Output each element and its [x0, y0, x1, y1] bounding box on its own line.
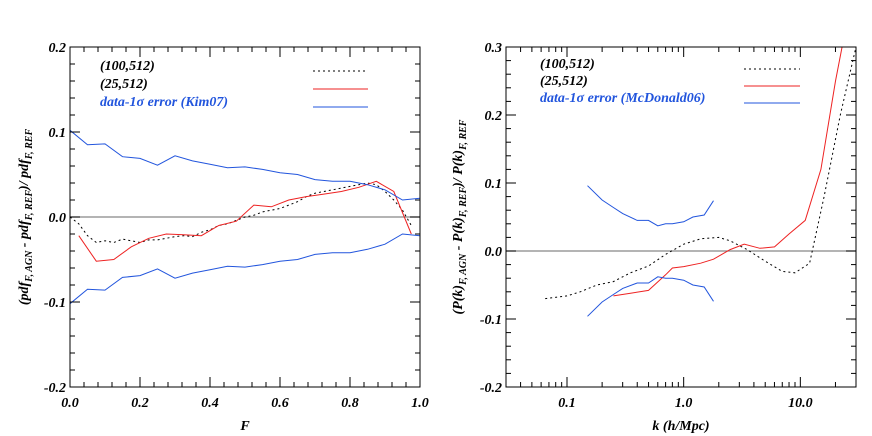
- x-tick-label: 0.4: [201, 396, 219, 411]
- x-tick-label: 0.1: [558, 396, 576, 411]
- series-line: [587, 276, 714, 317]
- legend-label: data-1σ error (McDonald06): [540, 91, 705, 106]
- y-tick-label: -0.1: [480, 313, 502, 328]
- legend-label: (25,512): [100, 77, 148, 92]
- y-tick-label: 0.1: [49, 126, 67, 141]
- right-panel: 0.1 1.0 10.0 -0.2 -0.1 0.0 0.1 0.2 0.3 (100,512)…: [451, 41, 857, 434]
- y-tick-label: 0.1: [485, 177, 503, 192]
- x-tick-label: 0.0: [61, 396, 79, 411]
- series-line: [70, 129, 420, 201]
- series-line: [587, 185, 714, 227]
- x-tick-label: 10.0: [788, 396, 813, 411]
- y-axis-label: (P(k)F, AGN - P(k)F, REF)/ P(k)F, REF: [451, 119, 469, 314]
- y-tick-label: -0.2: [480, 381, 502, 396]
- x-tick-label: 1.0: [411, 396, 429, 411]
- y-tick-label: 0.3: [485, 41, 503, 56]
- series-line: [545, 47, 856, 300]
- y-tick-label: 0.0: [485, 245, 503, 260]
- x-tick-label: 1.0: [675, 396, 693, 411]
- x-tick-label: 0.6: [271, 396, 289, 411]
- x-tick-label: 0.8: [341, 396, 359, 411]
- left-panel: 0.0 0.2 0.4 0.6 0.8 1.0 -0.2 -0.1 0.0 0.1 0.2 (100…: [17, 41, 429, 434]
- series-line: [70, 182, 412, 244]
- legend-label: (25,512): [540, 74, 588, 89]
- x-tick-label: 0.2: [131, 396, 149, 411]
- x-axis-label: k (h/Mpc): [652, 419, 709, 434]
- y-tick-label: 0.2: [485, 109, 503, 124]
- series-line: [78, 180, 412, 262]
- y-tick-label: -0.2: [44, 381, 66, 396]
- x-axis-label: F: [239, 419, 250, 434]
- plot-frame: [505, 46, 857, 388]
- legend-label: data-1σ error (Kim07): [100, 95, 228, 110]
- series-line: [613, 47, 843, 297]
- y-tick-label: -0.1: [44, 296, 66, 311]
- y-axis-label: (pdfF, AGN - pdfF, REF)/ pdfF, REF: [17, 129, 35, 306]
- y-tick-label: 0.0: [49, 211, 67, 226]
- legend-label: (100,512): [540, 57, 595, 72]
- series-line: [70, 233, 420, 305]
- legend-label: (100,512): [100, 59, 155, 74]
- y-tick-label: 0.2: [49, 41, 67, 56]
